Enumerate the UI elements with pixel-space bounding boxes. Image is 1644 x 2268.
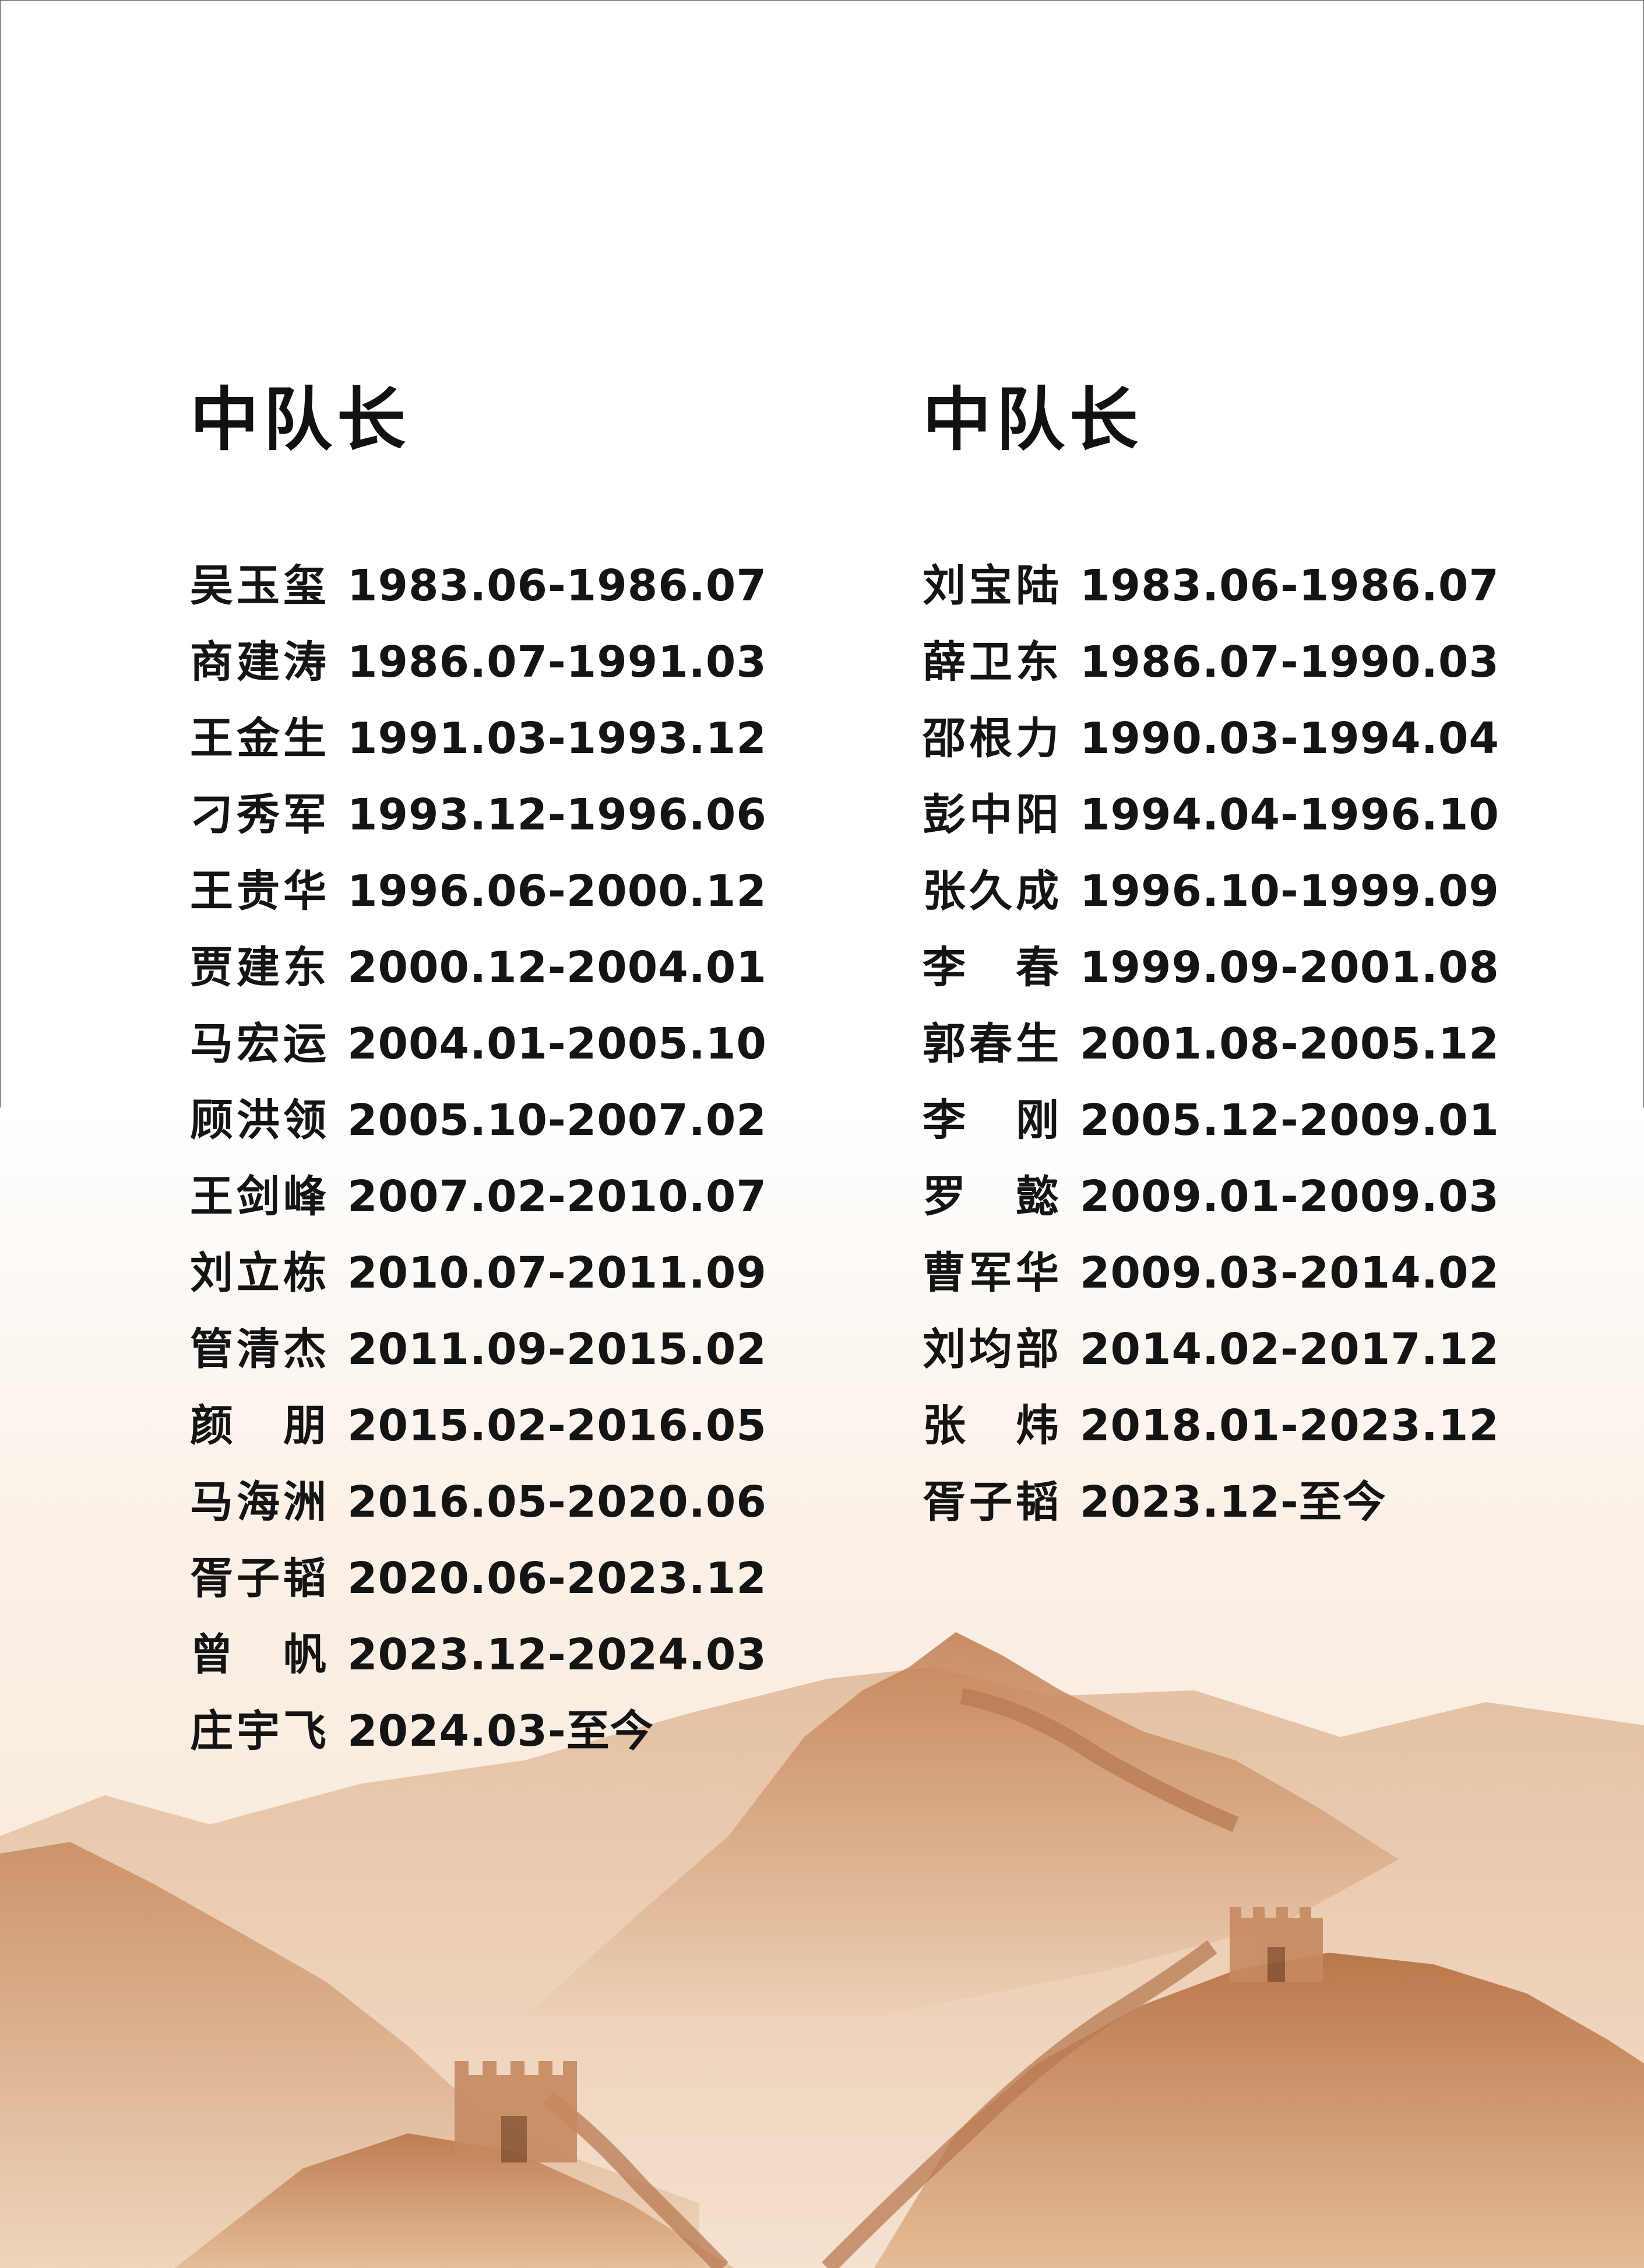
term-dates: 2001.08-2005.12 <box>1080 1019 1499 1069</box>
term-dates: 2014.02-2017.12 <box>1080 1324 1499 1374</box>
list-item: 刘均部 2014.02-2017.12 <box>923 1311 1499 1388</box>
person-name: 罗 懿 <box>923 1172 1062 1222</box>
person-name: 商建涛 <box>190 637 330 687</box>
term-dates: 2009.03-2014.02 <box>1080 1248 1499 1298</box>
person-name: 张久成 <box>923 866 1062 916</box>
list-item: 马海洲 2016.05-2020.06 <box>190 1464 767 1541</box>
term-dates: 2004.01-2005.10 <box>347 1019 767 1069</box>
list-item: 李 刚 2005.12-2009.01 <box>923 1082 1499 1159</box>
person-name: 马海洲 <box>190 1477 330 1527</box>
list-item: 罗 懿 2009.01-2009.03 <box>923 1159 1499 1235</box>
person-name: 胥子韬 <box>190 1553 330 1604</box>
list-item: 薛卫东 1986.07-1990.03 <box>923 624 1499 701</box>
term-dates: 2010.07-2011.09 <box>347 1248 767 1298</box>
term-dates: 2009.01-2009.03 <box>1080 1172 1499 1222</box>
term-dates: 1996.06-2000.12 <box>347 866 767 916</box>
list-item: 李 春 1999.09-2001.08 <box>923 930 1499 1006</box>
term-dates: 1983.06-1986.07 <box>347 561 767 611</box>
term-dates: 1994.04-1996.10 <box>1080 790 1499 840</box>
term-dates: 2024.03-至今 <box>347 1706 654 1756</box>
person-name: 刘均部 <box>923 1324 1062 1374</box>
person-name: 胥子韬 <box>923 1477 1062 1527</box>
list-item: 曾 帆 2023.12-2024.03 <box>190 1617 767 1693</box>
list-item: 刘立栋 2010.07-2011.09 <box>190 1235 767 1311</box>
term-dates: 1983.06-1986.07 <box>1080 561 1499 611</box>
term-dates: 2018.01-2023.12 <box>1080 1401 1499 1451</box>
term-dates: 1991.03-1993.12 <box>347 713 767 764</box>
right-heading: 中队长 <box>923 379 1143 460</box>
right-entry-list: 刘宝陆 1983.06-1986.07 薛卫东 1986.07-1990.03 邵根力 1… <box>923 548 1499 1541</box>
list-item: 胥子韬 2023.12-至今 <box>923 1464 1499 1541</box>
term-dates: 2023.12-2024.03 <box>347 1630 767 1680</box>
list-item: 胥子韬 2020.06-2023.12 <box>190 1541 767 1617</box>
term-dates: 1996.10-1999.09 <box>1080 866 1499 916</box>
person-name: 曾 帆 <box>190 1630 330 1680</box>
term-dates: 2000.12-2004.01 <box>347 943 767 993</box>
person-name: 庄宇飞 <box>190 1706 330 1756</box>
person-name: 李 刚 <box>923 1095 1062 1145</box>
list-item: 曹军华 2009.03-2014.02 <box>923 1235 1499 1311</box>
person-name: 郭春生 <box>923 1019 1062 1069</box>
term-dates: 2011.09-2015.02 <box>347 1324 767 1374</box>
person-name: 贾建东 <box>190 943 330 993</box>
list-item: 王贵华 1996.06-2000.12 <box>190 853 767 930</box>
central-peak <box>524 1632 1399 2017</box>
person-name: 曹军华 <box>923 1248 1062 1298</box>
list-item: 马宏运 2004.01-2005.10 <box>190 1006 767 1082</box>
left-heading: 中队长 <box>190 379 411 460</box>
list-item: 刘宝陆 1983.06-1986.07 <box>923 548 1499 624</box>
list-item: 邵根力 1990.03-1994.04 <box>923 701 1499 777</box>
left-entry-list: 吴玉玺 1983.06-1986.07 商建涛 1986.07-1991.03 王金生 1… <box>190 548 767 1770</box>
person-name: 刘宝陆 <box>923 561 1062 611</box>
list-item: 郭春生 2001.08-2005.12 <box>923 1006 1499 1082</box>
left-column: 中队长 吴玉玺 1983.06-1986.07 商建涛 1986.07-1991.03… <box>190 373 767 1770</box>
list-item: 贾建东 2000.12-2004.01 <box>190 930 767 1006</box>
term-dates: 1999.09-2001.08 <box>1080 943 1499 993</box>
right-hill <box>874 1953 1644 2268</box>
list-item: 王剑峰 2007.02-2010.07 <box>190 1159 767 1235</box>
person-name: 彭中阳 <box>923 790 1062 840</box>
person-name: 张 炜 <box>923 1401 1062 1451</box>
list-item: 商建涛 1986.07-1991.03 <box>190 624 767 701</box>
person-name: 吴玉玺 <box>190 561 330 611</box>
term-dates: 2016.05-2020.06 <box>347 1477 767 1527</box>
person-name: 颜 朋 <box>190 1401 330 1451</box>
person-name: 王贵华 <box>190 866 330 916</box>
person-name: 李 春 <box>923 943 1062 993</box>
person-name: 薛卫东 <box>923 637 1062 687</box>
list-item: 张久成 1996.10-1999.09 <box>923 853 1499 930</box>
list-item: 王金生 1991.03-1993.12 <box>190 701 767 777</box>
right-column: 中队长 刘宝陆 1983.06-1986.07 薛卫东 1986.07-1990.03… <box>923 373 1499 1541</box>
person-name: 顾洪领 <box>190 1095 330 1145</box>
bottom-left-hill <box>175 2133 734 2268</box>
person-name: 刁秀军 <box>190 790 330 840</box>
term-dates: 1990.03-1994.04 <box>1080 713 1499 764</box>
list-item: 彭中阳 1994.04-1996.10 <box>923 777 1499 853</box>
list-item: 顾洪领 2005.10-2007.02 <box>190 1082 767 1159</box>
term-dates: 2005.12-2009.01 <box>1080 1095 1499 1145</box>
term-dates: 2020.06-2023.12 <box>347 1553 767 1604</box>
list-item: 庄宇飞 2024.03-至今 <box>190 1693 767 1770</box>
list-item: 颜 朋 2015.02-2016.05 <box>190 1388 767 1464</box>
person-name: 马宏运 <box>190 1019 330 1069</box>
term-dates: 1993.12-1996.06 <box>347 790 767 840</box>
list-item: 张 炜 2018.01-2023.12 <box>923 1388 1499 1464</box>
term-dates: 2007.02-2010.07 <box>347 1172 767 1222</box>
list-item: 管清杰 2011.09-2015.02 <box>190 1311 767 1388</box>
list-item: 吴玉玺 1983.06-1986.07 <box>190 548 767 624</box>
list-item: 刁秀军 1993.12-1996.06 <box>190 777 767 853</box>
person-name: 管清杰 <box>190 1324 330 1374</box>
term-dates: 2015.02-2016.05 <box>347 1401 767 1451</box>
term-dates: 2023.12-至今 <box>1080 1477 1386 1527</box>
term-dates: 2005.10-2007.02 <box>347 1095 767 1145</box>
term-dates: 1986.07-1990.03 <box>1080 637 1499 687</box>
person-name: 王金生 <box>190 713 330 764</box>
watchtower-left <box>455 2061 577 2162</box>
watchtower-right <box>1230 1907 1323 1982</box>
person-name: 刘立栋 <box>190 1248 330 1298</box>
person-name: 王剑峰 <box>190 1172 330 1222</box>
term-dates: 1986.07-1991.03 <box>347 637 767 687</box>
person-name: 邵根力 <box>923 713 1062 764</box>
great-wall-mountain-illustration <box>0 1107 1644 2268</box>
